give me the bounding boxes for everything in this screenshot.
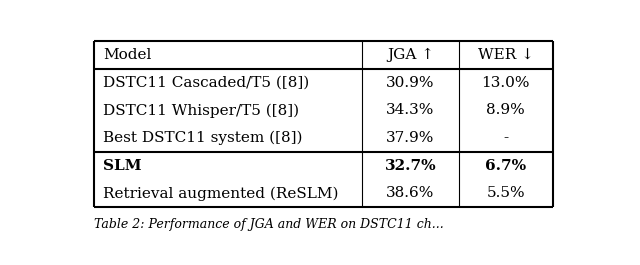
Text: JGA ↑: JGA ↑	[387, 48, 434, 62]
Text: -: -	[503, 131, 508, 145]
Text: SLM: SLM	[103, 159, 141, 173]
Text: Best DSTC11 system ([8]): Best DSTC11 system ([8])	[103, 131, 302, 145]
Text: Table 2: Performance of JGA and WER on DSTC11 ch...: Table 2: Performance of JGA and WER on D…	[94, 218, 444, 231]
Text: Model: Model	[103, 48, 151, 62]
Text: 30.9%: 30.9%	[387, 76, 435, 90]
Text: 5.5%: 5.5%	[486, 187, 525, 201]
Text: 8.9%: 8.9%	[486, 103, 525, 117]
Text: 6.7%: 6.7%	[485, 159, 526, 173]
Text: 37.9%: 37.9%	[387, 131, 435, 145]
Text: 34.3%: 34.3%	[387, 103, 435, 117]
Text: 38.6%: 38.6%	[387, 187, 435, 201]
Text: DSTC11 Cascaded/T5 ([8]): DSTC11 Cascaded/T5 ([8])	[103, 76, 309, 90]
Text: Retrieval augmented (ReSLM): Retrieval augmented (ReSLM)	[103, 186, 339, 201]
Text: 32.7%: 32.7%	[385, 159, 436, 173]
Text: 13.0%: 13.0%	[481, 76, 530, 90]
Text: DSTC11 Whisper/T5 ([8]): DSTC11 Whisper/T5 ([8])	[103, 103, 299, 118]
Text: WER ↓: WER ↓	[478, 48, 534, 62]
